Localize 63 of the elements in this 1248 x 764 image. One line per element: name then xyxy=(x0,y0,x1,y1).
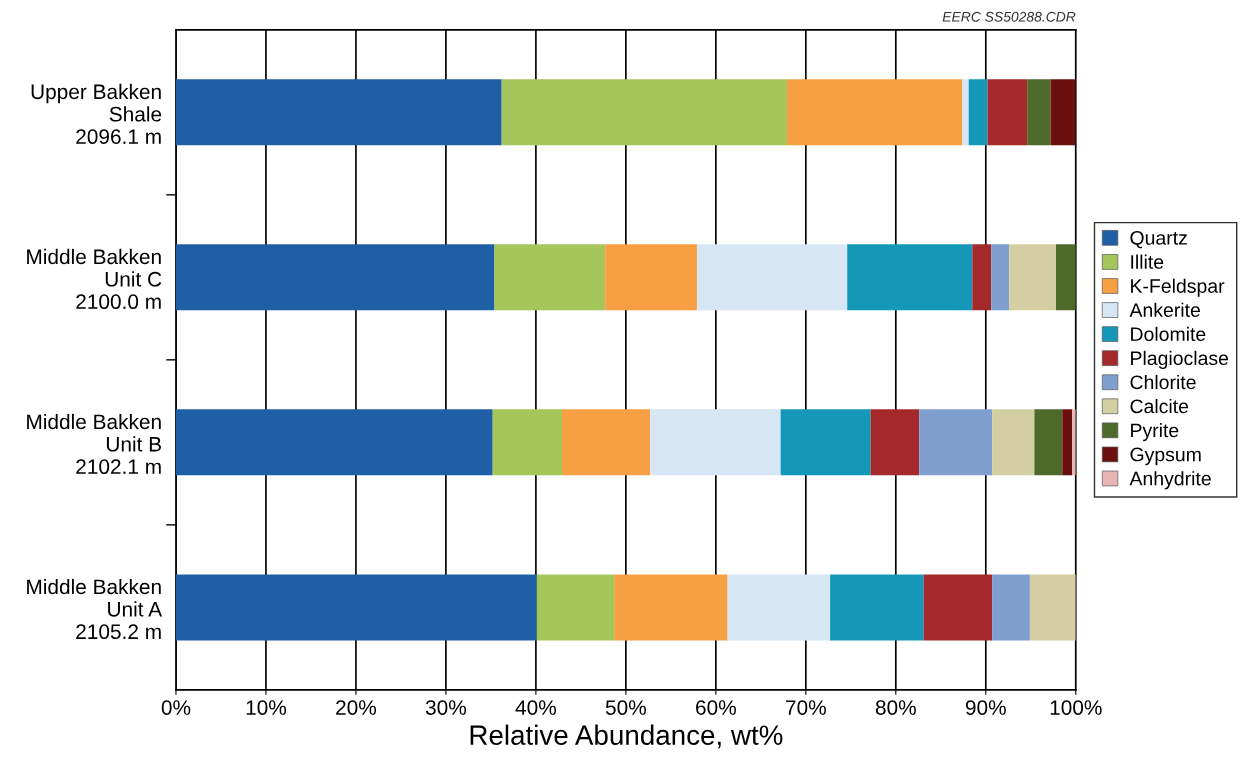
x-tick-label: 30% xyxy=(425,700,467,715)
bar xyxy=(968,79,988,146)
bar xyxy=(605,244,697,311)
legend-label: K-Feldspar xyxy=(1131,278,1225,297)
bar xyxy=(962,79,969,146)
x-tick-label: 100% xyxy=(1050,700,1102,715)
legend-label: Anhydrite xyxy=(1129,471,1211,490)
x-tick-label: 70% xyxy=(786,700,826,715)
legend-label: Ankerite xyxy=(1129,302,1200,317)
bar xyxy=(919,409,993,476)
x-tick-label: 20% xyxy=(336,700,377,715)
legend-label: Quartz xyxy=(1130,231,1187,249)
bar xyxy=(1029,574,1076,641)
legend-label: Pyrite xyxy=(1131,423,1179,442)
x-axis-title: Relative Abundance, wt% xyxy=(470,724,783,749)
legend-label: Chlorite xyxy=(1130,374,1196,390)
bar xyxy=(650,409,781,476)
bar xyxy=(923,574,993,641)
bar xyxy=(870,409,920,476)
bar xyxy=(561,409,651,476)
bar xyxy=(175,574,537,641)
x-tick-label: 80% xyxy=(875,700,916,715)
bar xyxy=(972,244,992,311)
bar xyxy=(1062,409,1073,476)
bar xyxy=(987,79,1028,146)
bar xyxy=(830,574,924,641)
y-tick-label: Middle Bakken Unit B 2102.1 m xyxy=(27,413,161,475)
y-tick-label: Middle Bakken Unit C 2100.0 m xyxy=(27,248,162,310)
bar xyxy=(175,244,495,311)
x-tick-label: 90% xyxy=(965,700,1006,715)
x-tick-label: 60% xyxy=(696,700,736,715)
legend-label: Gypsum xyxy=(1130,447,1201,466)
x-tick-label: 0% xyxy=(161,700,191,715)
bar xyxy=(780,409,871,476)
bar xyxy=(992,574,1030,641)
x-tick-label: 10% xyxy=(246,700,287,715)
bar xyxy=(536,574,615,641)
bar xyxy=(494,244,606,311)
bar xyxy=(1009,244,1056,311)
bar xyxy=(992,409,1035,476)
bar xyxy=(786,79,963,146)
legend-label: Calcite xyxy=(1130,398,1189,414)
x-tick-label: 50% xyxy=(605,700,646,715)
bar xyxy=(1027,79,1051,146)
bar xyxy=(501,79,787,146)
y-tick-label: Middle Bakken Unit A 2105.2 m xyxy=(27,578,163,640)
bar xyxy=(175,409,493,476)
bar xyxy=(614,574,728,641)
bar xyxy=(1050,79,1076,146)
bar xyxy=(175,79,502,146)
bar xyxy=(696,244,848,311)
legend-label: Plagioclase xyxy=(1131,350,1229,369)
x-tick-label: 40% xyxy=(515,700,556,715)
legend-label: Illite xyxy=(1131,254,1164,269)
legend-label: Dolomite xyxy=(1131,326,1206,342)
bar xyxy=(1055,244,1076,311)
bar xyxy=(991,244,1010,311)
bar xyxy=(727,574,831,641)
bar xyxy=(847,244,973,311)
bar xyxy=(492,409,562,476)
bar xyxy=(1034,409,1063,476)
y-tick-label: Upper Bakken Shale 2096.1 m xyxy=(31,83,162,145)
text: EERC SS50288.CDR xyxy=(942,11,1076,22)
